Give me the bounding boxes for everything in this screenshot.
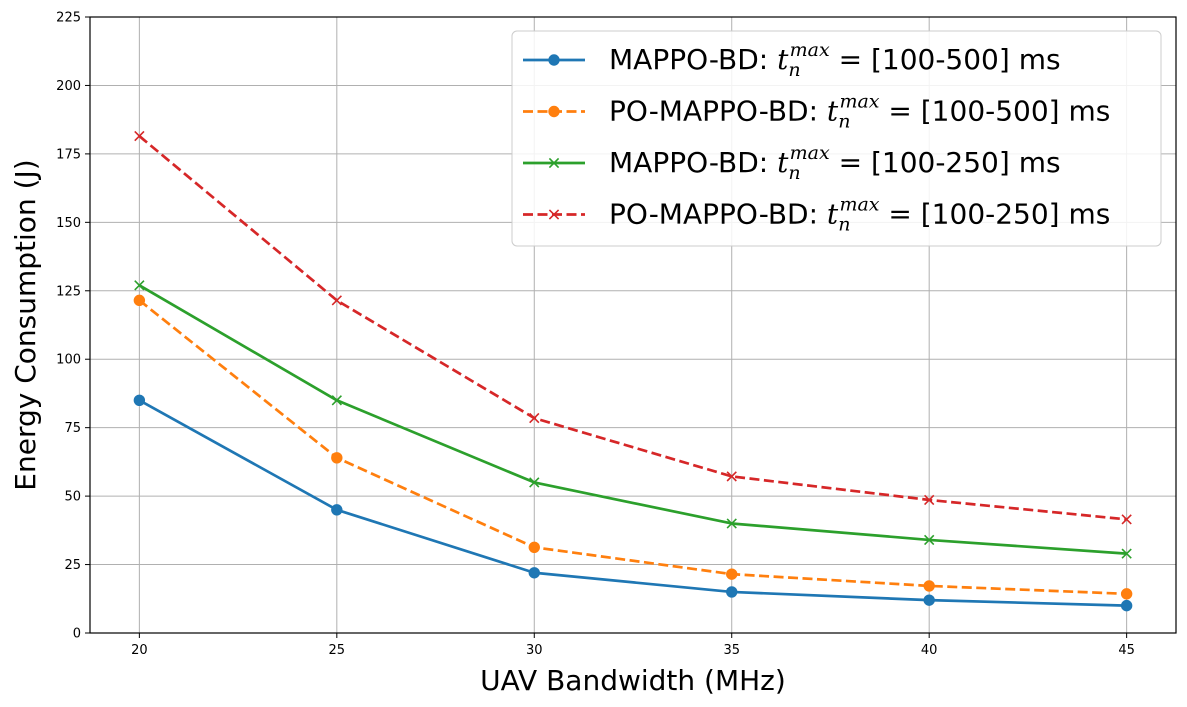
legend-label-superscript: max <box>790 142 830 164</box>
y-tick-label: 225 <box>56 11 81 26</box>
legend-label: PO-MAPPO-BD: tnmax = [100-250] ms <box>609 194 1110 236</box>
series-1 <box>133 394 1133 612</box>
y-axis-label: Energy Consumption (J) <box>9 159 42 490</box>
series-line <box>138 399 1127 607</box>
x-tick-label: 45 <box>1118 643 1135 658</box>
y-tick-label: 0 <box>73 627 81 642</box>
legend-label-prefix: PO-MAPPO-BD: <box>609 95 827 128</box>
legend-label-subscript: n <box>788 59 800 81</box>
series-line <box>138 299 1127 596</box>
legend-label-prefix: MAPPO-BD: <box>609 146 777 179</box>
x-axis-label: UAV Bandwidth (MHz) <box>480 664 786 697</box>
y-tick-label: 200 <box>56 79 81 94</box>
legend-label-subscript: n <box>788 162 800 184</box>
legend-label-suffix: = [100-250] ms <box>880 198 1111 231</box>
data-point <box>1120 599 1133 612</box>
legend-label-prefix: PO-MAPPO-BD: <box>609 198 827 231</box>
data-point <box>529 477 540 488</box>
series-2 <box>133 294 1133 600</box>
x-tick-label: 25 <box>329 643 346 658</box>
data-point <box>924 534 935 546</box>
axis-ticks: 20 25 30 35 40 45 0 25 50 75 100 125 150 175 200 225 <box>56 11 1135 659</box>
legend-marker <box>548 54 560 66</box>
data-point <box>529 412 540 424</box>
data-point <box>331 395 342 406</box>
x-tick-label: 30 <box>526 643 543 658</box>
legend-label-suffix: = [100-500] ms <box>880 95 1111 128</box>
plot-area-frame <box>89 16 1177 634</box>
legend-entry: MAPPO-BD: tnmax = [100-250] ms <box>523 142 1061 184</box>
data-point <box>1121 514 1132 525</box>
data-point <box>134 130 145 142</box>
legend-label: MAPPO-BD: tnmax = [100-250] ms <box>609 142 1061 184</box>
legend-marker <box>548 157 560 169</box>
legend-label-variable: t <box>777 43 789 76</box>
y-tick-label: 25 <box>64 558 81 573</box>
legend-label-variable: t <box>777 146 789 179</box>
data-point <box>528 541 540 554</box>
legend-box <box>511 30 1162 247</box>
data-point <box>331 504 343 516</box>
data-point <box>133 294 146 307</box>
legend-marker <box>548 209 560 220</box>
y-tick-label: 150 <box>56 216 81 231</box>
y-tick-label: 50 <box>64 490 81 505</box>
data-point <box>923 594 935 606</box>
data-point <box>133 394 146 406</box>
legend-label: PO-MAPPO-BD: tnmax = [100-500] ms <box>609 91 1110 133</box>
data-point <box>726 568 738 580</box>
data-point <box>1120 588 1133 600</box>
data-point <box>331 452 343 464</box>
x-tick-label: 40 <box>921 643 938 658</box>
legend-entry: MAPPO-BD: tnmax = [100-500] ms <box>523 39 1061 81</box>
series-3 <box>134 280 1132 559</box>
legend-label-variable: t <box>827 198 839 231</box>
legend-marker <box>548 105 560 118</box>
data-point <box>726 471 737 482</box>
series-layer <box>133 130 1133 612</box>
x-tick-label: 20 <box>131 643 148 658</box>
series-line <box>138 284 1127 555</box>
x-tick-label: 35 <box>723 643 740 658</box>
data-point <box>924 494 935 506</box>
legend-entry: PO-MAPPO-BD: tnmax = [100-250] ms <box>523 194 1110 236</box>
series-line <box>138 135 1127 521</box>
legend-label-suffix: = [100-500] ms <box>830 43 1061 76</box>
legend-label-variable: t <box>827 95 839 128</box>
legend: MAPPO-BD: tnmax = [100-500] msPO-MAPPO-B… <box>511 30 1162 247</box>
y-tick-label: 175 <box>56 147 81 162</box>
legend-label-subscript: n <box>838 214 850 236</box>
legend-label-suffix: = [100-250] ms <box>830 146 1061 179</box>
legend-entry: PO-MAPPO-BD: tnmax = [100-500] ms <box>523 91 1110 133</box>
legend-label-superscript: max <box>790 39 830 61</box>
series-4 <box>134 130 1132 525</box>
data-point <box>331 295 342 306</box>
data-point <box>726 518 737 529</box>
data-point <box>726 586 738 598</box>
y-tick-label: 75 <box>64 421 81 436</box>
legend-label-subscript: n <box>838 111 850 133</box>
y-tick-label: 100 <box>56 353 81 368</box>
data-point <box>923 580 935 592</box>
legend-label-superscript: max <box>839 91 879 113</box>
data-point <box>1121 548 1132 559</box>
legend-label: MAPPO-BD: tnmax = [100-500] ms <box>609 39 1061 81</box>
data-point <box>134 280 145 291</box>
data-point <box>528 567 540 579</box>
legend-label-superscript: max <box>839 194 879 216</box>
y-tick-label: 125 <box>56 284 81 299</box>
legend-label-prefix: MAPPO-BD: <box>609 43 777 76</box>
